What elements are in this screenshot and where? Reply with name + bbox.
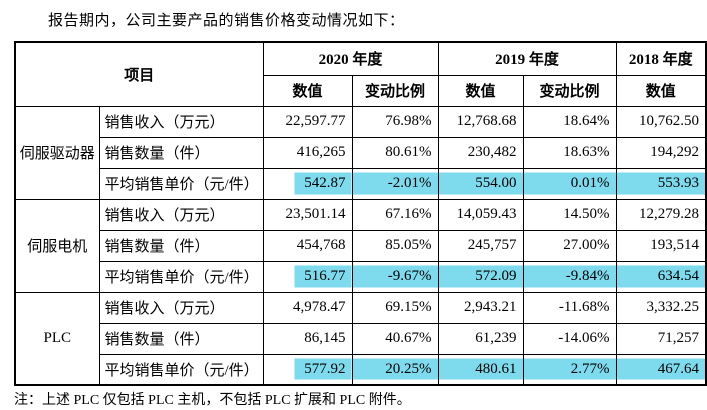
footnote-text: 注：上述 PLC 仅包括 PLC 主机，不包括 PLC 扩展和 PLC 附件。 xyxy=(14,393,411,408)
header-row-measures: 数值 变动比例 数值 变动比例 数值 xyxy=(15,74,707,107)
table-row: PLC 销售收入（万元） 4,978.47 69.15% 2,943.21 -11.68%… xyxy=(14,291,707,386)
value-cell: 22,597.77 xyxy=(262,105,353,138)
table-row: 销售数量（件） 454,768 85.05% 245,757 27.00% 193,514 xyxy=(15,229,707,262)
product-group-cell: 伺服驱动器 xyxy=(14,105,100,200)
value-cell: 85.05% xyxy=(351,229,439,262)
value-cell: 10,762.50 xyxy=(615,105,707,138)
value-cell: 69.15% xyxy=(351,291,439,324)
value-cell: 18.63% xyxy=(522,136,617,169)
value-cell: 245,757 xyxy=(437,229,524,262)
value-cell: -9.84% xyxy=(522,260,617,293)
value-cell: 12,279.28 xyxy=(615,198,707,231)
value-cell: 554.00 xyxy=(437,167,524,200)
value-cell: -11.68% xyxy=(522,291,617,324)
value-cell: 80.61% xyxy=(351,136,439,169)
value-cell: 67.16% xyxy=(351,198,439,231)
value-cell: 516.77 xyxy=(262,260,353,293)
table-row: 伺服驱动器 销售收入（万元） 22,597.77 76.98% 12,768.68 18.… xyxy=(14,105,707,200)
value-cell: 572.09 xyxy=(437,260,524,293)
value-cell: 416,265 xyxy=(262,136,353,169)
value-cell: 2.77% xyxy=(522,353,617,386)
table-row: 平均销售单价（元/件） 542.87 -2.01% 554.00 0.01% 553.93 xyxy=(15,167,707,200)
value-cell: 27.00% xyxy=(522,229,617,262)
table-row: 伺服电机 销售收入（万元） 23,501.14 67.16% 14,059.43 14.5… xyxy=(14,198,707,293)
document-page: 报告期内，公司主要产品的销售价格变动情况如下： 项目 2020 年度 2019 … xyxy=(0,9,707,410)
value-cell: 480.61 xyxy=(437,353,524,386)
item-cell: 销售数量（件） xyxy=(98,322,264,355)
header-2019-change: 变动比例 xyxy=(522,74,617,107)
item-cell: 平均销售单价（元/件） xyxy=(98,260,264,293)
header-2020-change: 变动比例 xyxy=(351,74,439,107)
item-cell: 销售收入（万元） xyxy=(98,198,264,231)
item-cell: 平均销售单价（元/件） xyxy=(98,353,264,386)
header-year-2019: 2019 年度 xyxy=(437,41,617,76)
value-cell: 454,768 xyxy=(262,229,353,262)
value-cell: 18.64% xyxy=(522,105,617,138)
value-cell: 0.01% xyxy=(522,167,617,200)
table-row: 销售数量（件） 86,145 40.67% 61,239 -14.06% 71,257 xyxy=(15,322,707,355)
value-cell: 61,239 xyxy=(437,322,524,355)
value-cell: 12,768.68 xyxy=(437,105,524,138)
value-cell: 577.92 xyxy=(262,353,353,386)
product-group-cell: 伺服电机 xyxy=(14,198,100,293)
item-cell: 销售收入（万元） xyxy=(98,105,264,138)
value-cell: -2.01% xyxy=(351,167,439,200)
price-change-table: 项目 2020 年度 2019 年度 2018 年度 数值 变动比例 数值 变动… xyxy=(14,41,707,386)
value-cell: 553.93 xyxy=(615,167,707,200)
value-cell: 3,332.25 xyxy=(615,291,707,324)
value-cell: 76.98% xyxy=(351,105,439,138)
value-cell: 193,514 xyxy=(615,229,707,262)
table-row: 平均销售单价（元/件） 577.92 20.25% 480.61 2.77% 467.64 xyxy=(15,353,707,386)
item-cell: 销售数量（件） xyxy=(98,136,264,169)
value-cell: -14.06% xyxy=(522,322,617,355)
value-cell: 230,482 xyxy=(437,136,524,169)
intro-text: 报告期内，公司主要产品的销售价格变动情况如下： xyxy=(48,13,405,29)
value-cell: 467.64 xyxy=(615,353,707,386)
value-cell: 542.87 xyxy=(262,167,353,200)
value-cell: 23,501.14 xyxy=(262,198,353,231)
table-row: 平均销售单价（元/件） 516.77 -9.67% 572.09 -9.84% 634.5… xyxy=(15,260,707,293)
value-cell: -9.67% xyxy=(351,260,439,293)
value-cell: 4,978.47 xyxy=(262,291,353,324)
item-cell: 平均销售单价（元/件） xyxy=(98,167,264,200)
table-body: 伺服驱动器 销售收入（万元） 22,597.77 76.98% 12,768.68 18.… xyxy=(14,105,707,386)
header-item: 项目 xyxy=(14,41,264,107)
header-2018-value: 数值 xyxy=(615,74,707,107)
item-cell: 销售收入（万元） xyxy=(98,291,264,324)
product-group-cell: PLC xyxy=(14,291,100,386)
header-year-2018: 2018 年度 xyxy=(615,41,707,76)
value-cell: 86,145 xyxy=(262,322,353,355)
value-cell: 634.54 xyxy=(615,260,707,293)
header-2020-value: 数值 xyxy=(262,74,353,107)
value-cell: 2,943.21 xyxy=(437,291,524,324)
table-header: 项目 2020 年度 2019 年度 2018 年度 数值 变动比例 数值 变动… xyxy=(14,41,707,107)
value-cell: 14.50% xyxy=(522,198,617,231)
value-cell: 40.67% xyxy=(351,322,439,355)
value-cell: 71,257 xyxy=(615,322,707,355)
table-row: 销售数量（件） 416,265 80.61% 230,482 18.63% 194,292 xyxy=(15,136,707,169)
header-2019-value: 数值 xyxy=(437,74,524,107)
value-cell: 20.25% xyxy=(351,353,439,386)
value-cell: 194,292 xyxy=(615,136,707,169)
item-cell: 销售数量（件） xyxy=(98,229,264,262)
value-cell: 14,059.43 xyxy=(437,198,524,231)
header-row-years: 项目 2020 年度 2019 年度 2018 年度 xyxy=(14,41,707,107)
header-year-2020: 2020 年度 xyxy=(262,41,439,76)
